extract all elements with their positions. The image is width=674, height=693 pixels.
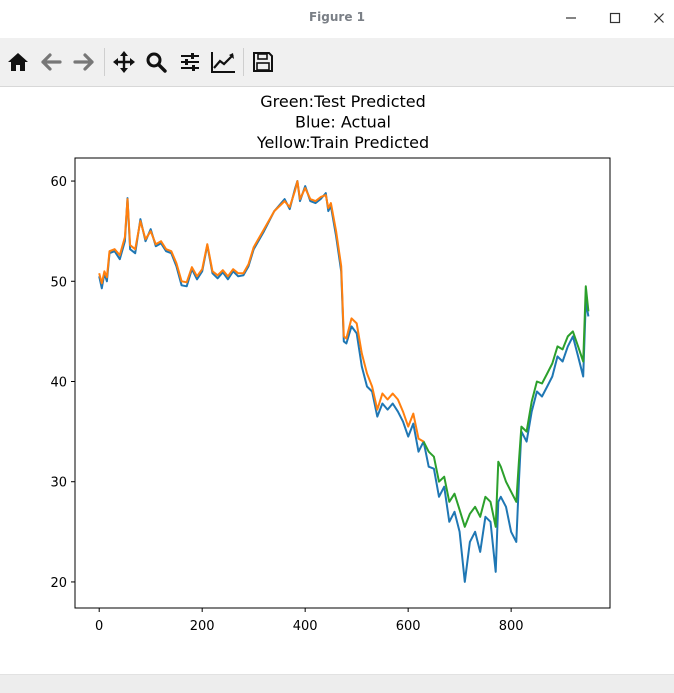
zoom-icon[interactable] [142, 48, 170, 76]
close-icon[interactable] [649, 8, 669, 28]
x-tick-label: 600 [396, 619, 421, 634]
x-tick-label: 200 [190, 619, 215, 634]
y-tick-label: 50 [50, 275, 67, 290]
back-arrow-icon[interactable] [37, 48, 65, 76]
y-tick-label: 40 [50, 375, 67, 390]
series-lines [98, 180, 590, 583]
y-tick-label: 60 [50, 175, 67, 190]
plot-area [74, 157, 611, 609]
chart-title-line: Blue: Actual [295, 113, 391, 132]
figure-canvas[interactable]: Green:Test Predicted Blue: Actual Yellow:T… [0, 87, 674, 674]
navigation-toolbar [0, 38, 674, 87]
configure-subplots-icon[interactable] [176, 48, 204, 76]
y-tick-label: 30 [50, 476, 67, 491]
line-chart: Green:Test Predicted Blue: ActualYellow:T… [50, 92, 611, 634]
series-line-2 [422, 285, 590, 528]
x-tick-label: 0 [95, 619, 103, 634]
status-bar [0, 674, 674, 693]
toolbar-separator [243, 48, 244, 76]
series-line-1 [98, 180, 425, 443]
chart-title: Green:Test Predicted Blue: ActualYellow:T… [256, 92, 429, 152]
window-title: Figure 1 [308, 10, 366, 24]
series-line-0 [98, 180, 590, 583]
chart-title-line: Green:Test Predicted [260, 92, 426, 111]
y-tick-label: 20 [50, 576, 67, 591]
y-axis: 20 30 40 50 60 [50, 175, 75, 591]
chart-title-line: Yellow:Train Predicted [256, 133, 429, 152]
x-tick-label: 800 [499, 619, 524, 634]
save-icon[interactable] [249, 48, 277, 76]
minimize-icon[interactable] [561, 8, 581, 28]
forward-arrow-icon[interactable] [70, 48, 98, 76]
home-icon[interactable] [4, 48, 32, 76]
toolbar-separator [104, 48, 105, 76]
edit-axis-icon[interactable] [209, 48, 237, 76]
pan-icon[interactable] [110, 48, 138, 76]
window-titlebar: Figure 1 [0, 0, 674, 36]
x-axis: 0 200 400 600 800 [95, 608, 524, 634]
maximize-icon[interactable] [605, 8, 625, 28]
x-tick-label: 400 [293, 619, 318, 634]
